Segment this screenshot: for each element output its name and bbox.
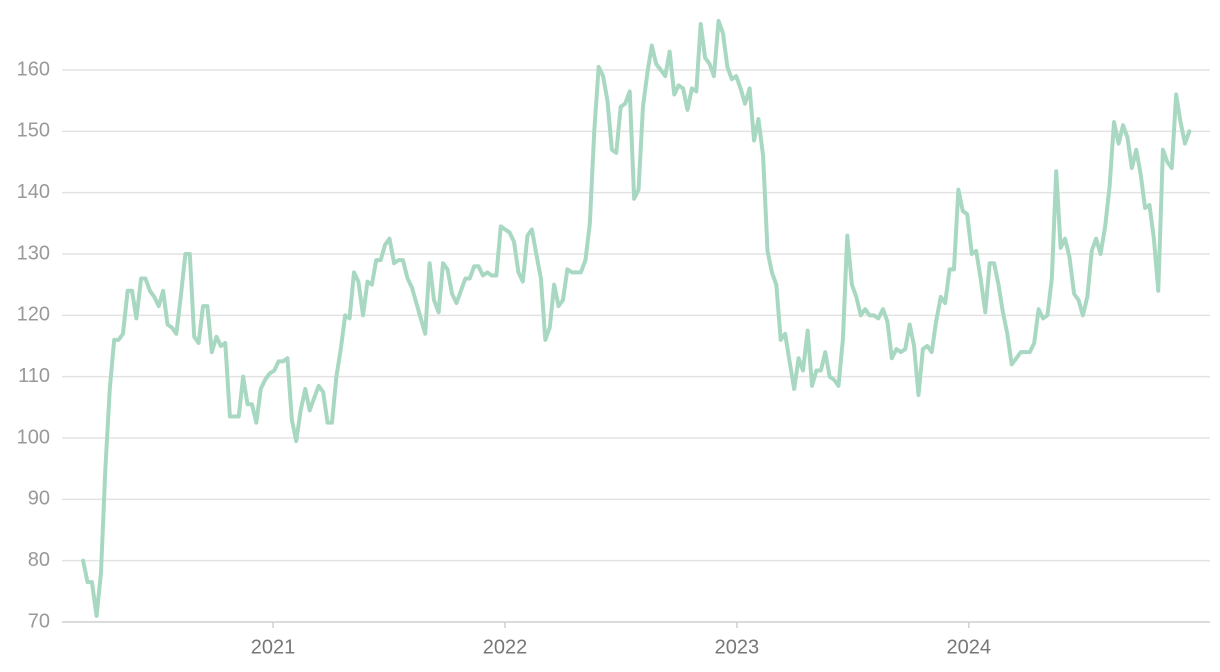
y-tick-label: 160 (17, 58, 50, 80)
y-tick-label: 80 (28, 549, 50, 571)
y-tick-label: 100 (17, 426, 50, 448)
line (81, 18, 1192, 618)
y-tick-label: 130 (17, 242, 50, 264)
x-tick-label: 2023 (715, 636, 760, 658)
y-tick-label: 70 (28, 610, 50, 632)
x-tick-label: 2021 (251, 636, 296, 658)
x-tick-label: 2024 (947, 636, 992, 658)
y-tick-label: 110 (18, 365, 50, 387)
x-tick-label: 2022 (483, 636, 528, 658)
y-tick-label: 120 (17, 304, 50, 326)
y-tick-label: 140 (17, 181, 50, 203)
y-tick-label: 150 (17, 120, 50, 142)
y-tick-label: 90 (28, 488, 50, 510)
